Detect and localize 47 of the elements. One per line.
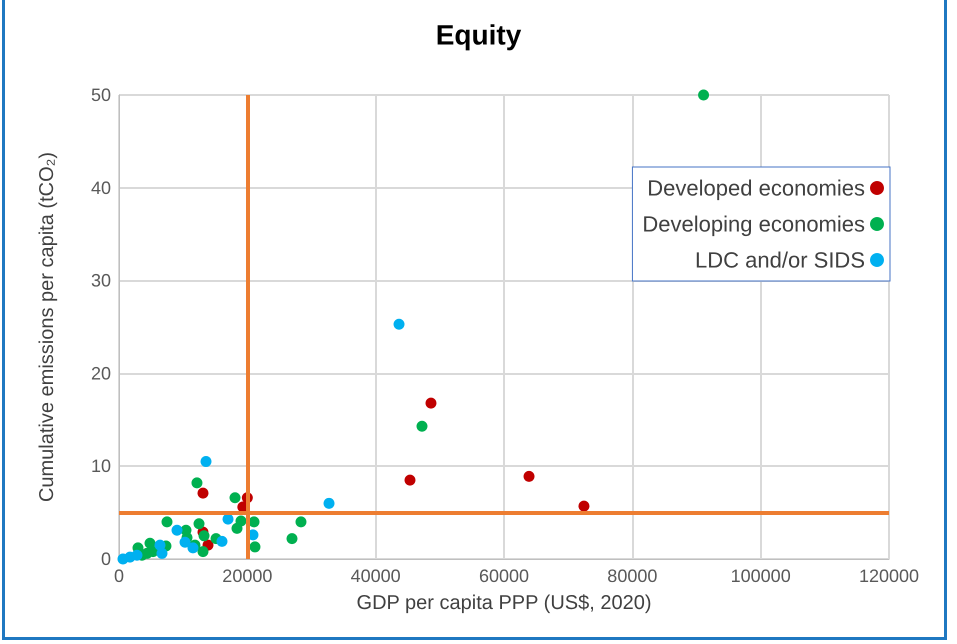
chart-title: Equity xyxy=(436,20,522,50)
x-tick-label: 0 xyxy=(114,566,124,586)
y-tick-label: 40 xyxy=(90,178,111,198)
x-tick-label: 20000 xyxy=(222,566,272,586)
y-tick-label: 10 xyxy=(90,456,111,476)
x-tick-label: 80000 xyxy=(607,566,658,586)
y-tick-label: 50 xyxy=(90,85,111,105)
point xyxy=(222,514,234,525)
point xyxy=(578,500,590,512)
point xyxy=(198,530,210,542)
x-tick-label: 60000 xyxy=(478,566,530,586)
point xyxy=(191,477,202,488)
point xyxy=(416,420,428,432)
point xyxy=(404,474,416,486)
point xyxy=(248,516,260,528)
point xyxy=(162,516,172,528)
x-tick-label: 120000 xyxy=(858,566,920,586)
point xyxy=(180,536,191,548)
x-tick-label: 40000 xyxy=(350,566,401,586)
point xyxy=(131,550,142,561)
point xyxy=(698,90,710,100)
point xyxy=(235,515,246,526)
y-axis-title: Cumulative emissions per capita (tCO₂) xyxy=(36,152,58,502)
y-tick-label: 20 xyxy=(90,363,111,384)
y-tick-label: 0 xyxy=(100,549,111,569)
point xyxy=(249,541,260,552)
legend-label: Developed economies xyxy=(647,176,865,200)
point xyxy=(194,518,205,530)
x-axis-title: GDP per capita PPP (US$, 2020) xyxy=(356,592,652,614)
point xyxy=(216,536,228,547)
y-tick-label: 30 xyxy=(90,270,111,291)
point xyxy=(230,492,241,504)
point xyxy=(425,398,436,409)
legend-label: Developing economies xyxy=(642,212,865,236)
point xyxy=(198,546,208,558)
x-tick-label: 100000 xyxy=(730,566,791,586)
point xyxy=(200,456,212,468)
point xyxy=(286,533,298,544)
point xyxy=(295,516,306,528)
point xyxy=(156,548,168,559)
point xyxy=(172,524,183,536)
point xyxy=(187,542,198,554)
point xyxy=(324,498,335,509)
point xyxy=(524,470,535,482)
point xyxy=(198,488,208,499)
point xyxy=(394,318,405,330)
legend-label: LDC and/or SIDS xyxy=(695,248,865,272)
